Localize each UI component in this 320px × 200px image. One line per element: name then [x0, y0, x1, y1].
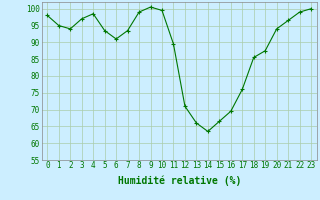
X-axis label: Humidité relative (%): Humidité relative (%)	[117, 176, 241, 186]
